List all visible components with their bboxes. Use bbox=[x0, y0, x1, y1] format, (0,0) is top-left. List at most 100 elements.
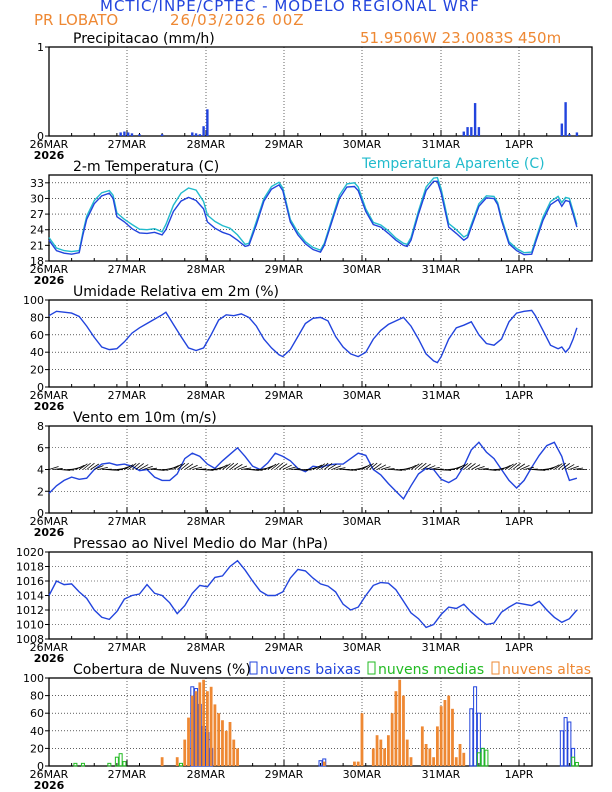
y-tick-label: 60 bbox=[30, 707, 44, 720]
cloud-bar-low bbox=[563, 717, 568, 767]
y-tick-label: 0 bbox=[37, 760, 44, 773]
wind-barb bbox=[237, 465, 248, 470]
wind-barb bbox=[407, 464, 417, 470]
wind-barb bbox=[418, 462, 427, 470]
header-station: PR LOBATO bbox=[34, 11, 119, 29]
wind-barb bbox=[192, 466, 203, 470]
wind-barb bbox=[369, 462, 378, 470]
series-line-temperatura bbox=[48, 180, 578, 256]
series-line-umidade bbox=[48, 309, 578, 364]
wind-barb bbox=[561, 463, 570, 470]
precip-bar bbox=[564, 102, 567, 136]
y-tick-label: 21 bbox=[30, 239, 44, 252]
wind-barb bbox=[346, 469, 357, 471]
y-tick-label: 8 bbox=[37, 420, 44, 433]
wind-barb bbox=[173, 463, 182, 470]
header-location: 51.9506W 23.0083S 450m bbox=[360, 29, 562, 47]
wind-barb bbox=[550, 464, 560, 470]
cloud-bar-high bbox=[183, 739, 187, 766]
wind-barb bbox=[467, 463, 476, 470]
x-tick-label: 26MAR bbox=[30, 768, 69, 781]
cloud-bar-high bbox=[402, 695, 405, 766]
precip-bar bbox=[119, 132, 122, 136]
wind-barb bbox=[278, 463, 288, 470]
y-tick-label: 2 bbox=[37, 485, 44, 498]
cloud-bar-mid bbox=[118, 753, 123, 767]
wind-barb bbox=[425, 465, 436, 470]
wind-barb bbox=[569, 465, 579, 470]
wind-barb bbox=[282, 464, 292, 470]
cloud-bar-low bbox=[318, 760, 323, 767]
cloud-bar-low bbox=[473, 686, 478, 767]
x-tick-label: 1APR bbox=[505, 138, 534, 151]
cloud-bar-mid bbox=[73, 762, 78, 767]
wind-barb bbox=[75, 464, 85, 470]
wind-barb bbox=[524, 466, 534, 470]
panel-3 bbox=[45, 299, 593, 388]
precip-bar bbox=[194, 133, 198, 136]
wind-barb bbox=[380, 466, 391, 470]
legend-label: nuvens medias bbox=[378, 662, 484, 678]
cloud-bar-high bbox=[375, 735, 379, 766]
x-year-label: 2026 bbox=[34, 400, 65, 413]
wind-barb bbox=[290, 468, 301, 470]
panel-5 bbox=[45, 551, 593, 640]
y-tick-label: 1010 bbox=[16, 619, 44, 632]
x-tick-label: 26MAR bbox=[30, 138, 69, 151]
wind-barb bbox=[241, 467, 252, 470]
cloud-bar-high bbox=[160, 757, 164, 766]
panel-title: Umidade Relativa em 2m (%) bbox=[73, 284, 279, 300]
precip-bar bbox=[198, 134, 202, 136]
cloud-bar-high bbox=[451, 708, 454, 766]
cloud-bar-high bbox=[458, 744, 462, 766]
cloud-bar-high bbox=[194, 691, 198, 766]
x-tick-label: 27MAR bbox=[108, 389, 147, 402]
cloud-bar-high bbox=[236, 748, 239, 766]
wind-barb bbox=[127, 463, 137, 470]
wind-barb bbox=[535, 469, 546, 471]
wind-barb bbox=[376, 464, 387, 470]
cloud-bar-high bbox=[447, 695, 451, 766]
cloud-bar-high bbox=[221, 720, 224, 766]
cloud-bar-high bbox=[435, 726, 439, 766]
series-line-pressao bbox=[48, 559, 578, 629]
cloud-bar-high bbox=[209, 686, 213, 766]
x-tick-label: 29MAR bbox=[265, 768, 304, 781]
panel-1 bbox=[45, 46, 593, 137]
series-line-vento bbox=[48, 441, 578, 501]
wind-barb bbox=[233, 464, 243, 470]
wind-barb bbox=[82, 462, 91, 470]
wind-barb bbox=[422, 463, 431, 470]
wind-barb bbox=[459, 463, 469, 470]
cloud-bar-high bbox=[428, 748, 432, 766]
x-tick-label: 28MAR bbox=[187, 641, 226, 654]
y-tick-label: 27 bbox=[30, 208, 44, 221]
cloud-bar-low bbox=[567, 721, 572, 767]
wind-barb bbox=[271, 462, 280, 470]
cloud-bar-mid bbox=[114, 756, 119, 767]
legend-label: nuvens baixas bbox=[260, 662, 361, 678]
y-tick-label: 80 bbox=[30, 690, 44, 703]
cloud-bar-high bbox=[371, 748, 375, 766]
wind-barb bbox=[441, 469, 452, 471]
wind-barb bbox=[52, 468, 63, 470]
x-tick-label: 29MAR bbox=[265, 641, 304, 654]
y-tick-label: 40 bbox=[30, 346, 44, 359]
cloud-bar-high bbox=[398, 679, 402, 766]
x-year-label: 2026 bbox=[34, 149, 65, 162]
wind-barb bbox=[218, 464, 228, 470]
x-tick-label: 27MAR bbox=[108, 768, 147, 781]
y-tick-label: 1020 bbox=[16, 546, 44, 559]
panel-4 bbox=[45, 425, 593, 514]
cloud-bar-mid bbox=[484, 749, 489, 767]
legend-box bbox=[249, 661, 258, 675]
precip-bar bbox=[575, 132, 579, 136]
x-tick-label: 26MAR bbox=[30, 641, 69, 654]
wind-barb bbox=[267, 463, 277, 470]
wind-barb bbox=[471, 464, 481, 470]
y-tick-label: 80 bbox=[30, 311, 44, 324]
cloud-bar-mid bbox=[178, 762, 183, 767]
precip-bar bbox=[560, 123, 564, 136]
wind-barb bbox=[429, 467, 440, 470]
wind-barb bbox=[297, 469, 308, 471]
